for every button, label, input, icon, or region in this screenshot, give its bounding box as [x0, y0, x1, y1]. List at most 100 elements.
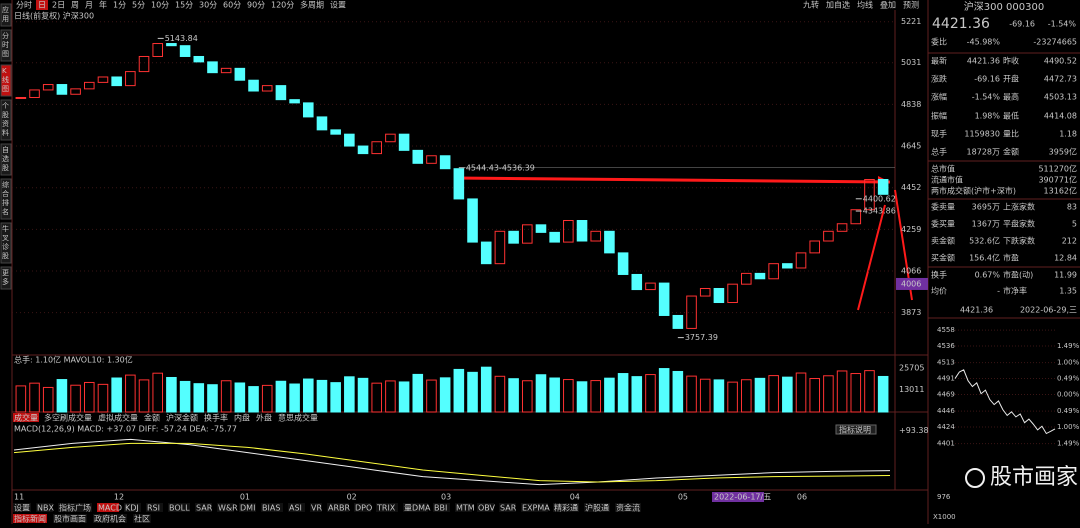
toolbar-tab[interactable]: 90分 [247, 1, 265, 10]
quote-cell: 量比 [1003, 129, 1019, 139]
candle [631, 273, 643, 291]
toolbar-tab[interactable]: 30分 [199, 1, 217, 10]
indicator-tab[interactable] [58, 503, 92, 512]
indicator-tab[interactable] [477, 503, 494, 512]
indicator-tab[interactable] [376, 503, 398, 512]
volume-tab[interactable] [233, 413, 251, 422]
y-tick-label: 4066 [901, 267, 921, 276]
indicator-button[interactable] [835, 424, 877, 435]
candle [344, 133, 355, 147]
toolbar-tab[interactable]: 设置 [330, 0, 346, 10]
indicator-tab[interactable] [288, 503, 305, 512]
side-tab[interactable] [0, 178, 12, 220]
side-tab-label: 多 [2, 277, 9, 286]
side-tab[interactable] [0, 29, 12, 62]
toolbar-tab[interactable]: 10分 [151, 1, 169, 10]
toolbar-tab[interactable]: 年 [99, 0, 107, 10]
cursor-date: 2022-06-17/五 [714, 493, 771, 502]
candle [385, 133, 396, 143]
toolbar-tab[interactable]: 120分 [271, 1, 294, 10]
indicator-tab[interactable] [195, 503, 212, 512]
toolbar-tab[interactable]: 5分 [132, 1, 145, 10]
volume-bar [234, 382, 246, 413]
volume-tab[interactable] [203, 413, 229, 422]
indicator-tab[interactable] [354, 503, 371, 512]
indicator-tab[interactable] [584, 503, 610, 512]
toolbar-tab[interactable]: 60分 [223, 1, 241, 10]
toolbar-tab[interactable]: 分时 [16, 0, 32, 10]
volume-bar [754, 377, 766, 413]
bottom-tab[interactable] [93, 514, 127, 523]
toolbar-button[interactable]: 叠加 [880, 0, 896, 10]
indicator-tab[interactable] [327, 503, 349, 512]
toolbar-button[interactable]: 均线 [857, 0, 873, 10]
quote-cell: 4421.36 [967, 57, 1000, 66]
volume-tab[interactable] [43, 413, 93, 422]
candle [330, 129, 341, 135]
toolbar-tab[interactable]: 日 [38, 1, 46, 10]
side-tab-label: 选 [2, 154, 9, 163]
side-tab-label: 自 [2, 145, 9, 154]
volume-tab[interactable] [277, 413, 319, 422]
indicator-tab[interactable] [168, 503, 190, 512]
indicator-tab[interactable] [433, 503, 450, 512]
bottom-tab[interactable] [13, 514, 47, 523]
side-tab[interactable] [0, 3, 12, 27]
side-tab[interactable] [0, 143, 12, 176]
bottom-tab[interactable] [133, 514, 151, 523]
y-tick-label: 4838 [901, 100, 921, 109]
indicator-tab[interactable] [36, 503, 53, 512]
toolbar-tab[interactable]: 15分 [175, 1, 193, 10]
toolbar-tab[interactable]: 月 [85, 1, 93, 10]
quote-cell: 现手 [931, 129, 947, 139]
side-tab[interactable] [0, 222, 12, 264]
toolbar-button[interactable]: 加自选 [826, 0, 850, 10]
indicator-tab[interactable] [239, 503, 256, 512]
quote-cell: 平盘家数 [1003, 219, 1035, 229]
toolbar-button[interactable]: 九转 [803, 0, 819, 10]
indicator-tab[interactable] [499, 503, 516, 512]
volume-bar [535, 374, 547, 413]
indicator-tab[interactable] [124, 503, 141, 512]
toolbar-tab[interactable]: 多周期 [300, 0, 324, 10]
volume-tab[interactable] [13, 413, 39, 422]
toolbar-tab[interactable]: 1分 [113, 1, 126, 10]
indicator-tab[interactable] [553, 503, 579, 512]
indicator-tab[interactable] [455, 503, 472, 512]
toolbar-button[interactable]: 预测 [903, 0, 919, 10]
toolbar-tab[interactable]: 周 [71, 1, 79, 10]
volume-tab-label: 意思成交量 [278, 413, 318, 423]
indicator-tab[interactable] [310, 503, 322, 512]
side-tab-label: 综 [2, 180, 9, 189]
quote-pct: -1.54% [1048, 20, 1077, 29]
indicator-button-label: 指标说明 [839, 425, 871, 435]
indicator-tab[interactable] [521, 503, 548, 512]
indicator-tab[interactable] [97, 503, 119, 512]
side-tab[interactable] [0, 266, 12, 290]
volume-tab-label: 金额 [144, 413, 160, 423]
volume-tab[interactable] [97, 413, 139, 422]
volume-tab[interactable] [255, 413, 273, 422]
toolbar-tab[interactable]: 2日 [52, 1, 65, 10]
indicator-tab[interactable] [217, 503, 234, 512]
candle [864, 179, 875, 211]
pct-label: 1.49% [1057, 342, 1080, 350]
candle [850, 209, 862, 225]
indicator-tab[interactable] [261, 503, 283, 512]
candle [535, 224, 547, 233]
y-tick-label: 4452 [901, 183, 921, 192]
candle [302, 102, 314, 118]
side-tab[interactable] [0, 99, 12, 141]
indicator-tab[interactable] [13, 503, 31, 512]
side-tab[interactable] [0, 64, 12, 97]
indicator-tab-label: 沪股通 [585, 503, 609, 513]
volume-tab[interactable] [143, 413, 161, 422]
candle [590, 230, 602, 242]
indicator-tab[interactable] [146, 503, 163, 512]
volume-tab[interactable] [165, 413, 199, 422]
indicator-tab[interactable] [403, 503, 428, 512]
bottom-tab[interactable] [53, 514, 87, 523]
indicator-tab[interactable] [615, 503, 641, 512]
volume-bar [576, 381, 588, 413]
volume-bar [809, 378, 821, 413]
